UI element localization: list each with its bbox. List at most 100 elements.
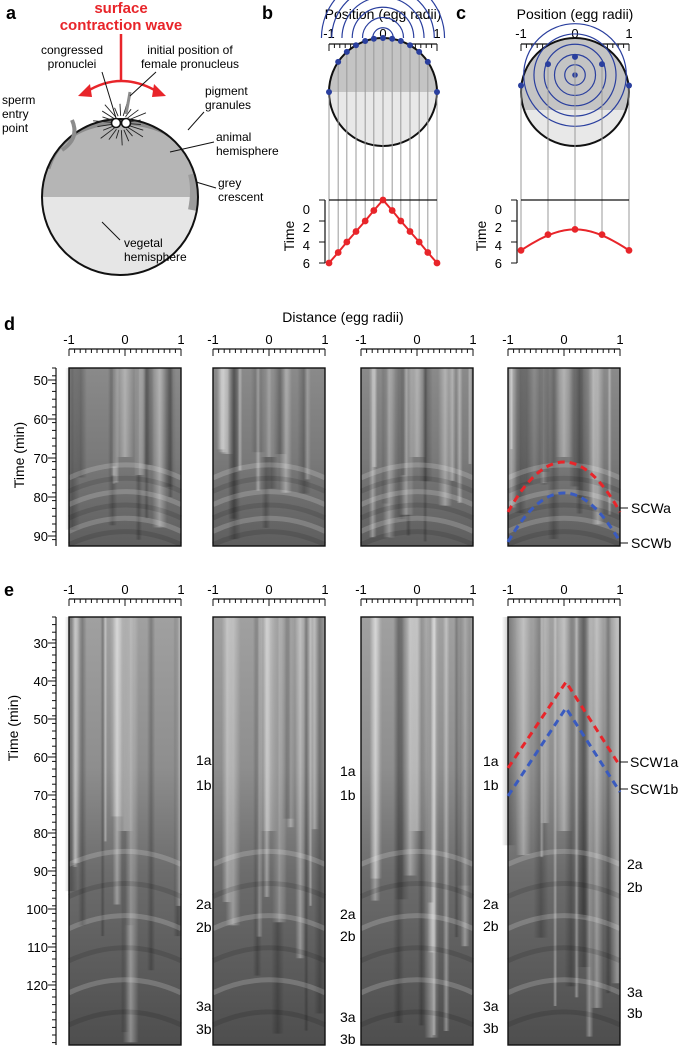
panel-b-ytick: 0 — [303, 202, 310, 217]
egg-surface-point — [353, 42, 359, 49]
leader-congressed — [101, 71, 117, 119]
kymograph-xtick: 1 — [321, 332, 328, 347]
label-congressed-2: pronuclei — [48, 57, 97, 71]
kymograph-frame — [360, 367, 474, 547]
kymograph-streak — [534, 368, 551, 473]
kymograph-wave-band — [359, 977, 475, 996]
kymograph-wave-band — [67, 881, 183, 899]
time-point — [379, 196, 387, 204]
e-col2-label: 3a — [340, 1009, 356, 1025]
aster-ray — [119, 103, 122, 116]
wave-arrow-left — [78, 84, 92, 97]
kymograph-wave-band — [506, 945, 622, 963]
panel-e-y-axis — [48, 616, 57, 1045]
grey-crescent-band — [188, 173, 198, 211]
kymograph-streak — [426, 617, 435, 903]
kymograph-streak — [308, 617, 313, 906]
label-congressed-1: congressed — [41, 43, 103, 57]
kymograph-wave-band — [211, 529, 327, 547]
kymograph-wave-band — [506, 529, 622, 547]
panel-e-ytick: 120 — [26, 978, 48, 993]
kymograph-wave-band — [67, 913, 183, 931]
egg-surface-point — [389, 35, 396, 42]
kymograph-streak — [109, 368, 119, 467]
panel-d: d Distance (egg radii) Time (min) -1 0 1 -1… — [4, 309, 672, 551]
aster-ray — [125, 108, 132, 118]
egg-surface-point — [416, 48, 423, 55]
panel-e-ytick: 100 — [26, 902, 48, 917]
panel-c-ytick: 6 — [495, 256, 502, 271]
kymograph-wave-band — [359, 502, 475, 521]
panel-b-plot — [319, 196, 441, 267]
kymograph-wave-band — [506, 1009, 622, 1028]
female-pronucleus-path — [124, 91, 132, 115]
kymograph-streak — [103, 617, 108, 842]
kymograph-x-axis: -1 0 1 — [502, 582, 624, 606]
kymograph-x-axis: -1 0 1 — [355, 582, 477, 606]
kymograph-wave-band — [211, 849, 327, 867]
leader-animal — [169, 141, 215, 153]
egg-surface-point — [397, 38, 404, 45]
kymograph — [501, 616, 624, 1046]
scw1a-trace — [506, 679, 622, 769]
kymograph-wave-band — [67, 462, 183, 481]
leader-grey — [195, 181, 217, 189]
panel-a-letter: a — [6, 3, 17, 23]
kymograph-streak — [64, 617, 78, 892]
leader-vegetal — [101, 221, 121, 241]
e-col2-label: 2b — [340, 928, 356, 944]
aster-ray — [129, 125, 144, 131]
kymograph-streak — [460, 617, 470, 947]
panel-c-ytick: 0 — [495, 202, 502, 217]
kymograph — [211, 367, 327, 547]
aster-ray — [102, 116, 113, 121]
egg-surface-point — [370, 35, 377, 42]
panel-a-title-line2: contraction wave — [60, 17, 183, 34]
time-point — [334, 249, 342, 256]
panel-b-ytick: 6 — [303, 256, 310, 271]
e-col1-label: 2b — [196, 919, 212, 935]
kymograph-xtick: -1 — [502, 332, 514, 347]
kymograph-streak — [539, 617, 550, 824]
panel-b: b Position (egg radii) -1 0 1 0 2 4 6 Ti… — [262, 0, 446, 271]
kymograph-frame — [68, 367, 182, 547]
panel-d-kymographs: -1 0 1 -1 0 1 -1 0 1 -1 0 1 — [63, 332, 624, 547]
panel-d-ytick: 60 — [34, 412, 48, 427]
panel-d-ylabel: Time (min) — [11, 422, 27, 488]
kymograph-streak — [604, 617, 612, 994]
e-col4-label: 2a — [627, 856, 643, 872]
panel-c: c Position (egg radii) -1 0 1 0 2 4 6 Ti… — [456, 3, 633, 271]
egg-surface-point — [335, 58, 342, 65]
aster-ray — [108, 128, 117, 140]
kymograph-wave-band — [211, 881, 327, 899]
panel-c-xtick: -1 — [515, 26, 527, 41]
egg-surface-point — [518, 82, 524, 89]
time-point — [352, 228, 360, 235]
panel-d-y-axis — [48, 367, 57, 546]
egg-surface-point — [572, 53, 578, 60]
e-col2-label: 1a — [340, 763, 356, 779]
kymograph-wave-band — [506, 475, 622, 494]
kymograph — [359, 367, 475, 547]
kymograph — [65, 367, 183, 547]
kymograph-streak — [146, 617, 156, 971]
kymograph-streak — [501, 617, 517, 846]
time-point — [625, 247, 633, 254]
time-point — [325, 259, 333, 267]
kymograph-wave-band — [211, 489, 327, 507]
panel-c-ytick: 4 — [495, 238, 502, 253]
panel-d-ytick: 90 — [34, 529, 48, 544]
kymograph-wave-band — [211, 462, 327, 481]
panel-e-ytick: 60 — [34, 750, 48, 765]
aster-ray — [115, 129, 120, 139]
projection-lines-c — [518, 53, 632, 251]
panel-a: a surface contraction wave congressed pr… — [2, 0, 279, 276]
kymograph-xtick: 0 — [560, 582, 567, 597]
panel-b-xtick: 1 — [433, 26, 440, 41]
kymograph-wave-band — [67, 515, 183, 534]
kymograph-streak — [78, 617, 87, 926]
time-point — [571, 226, 579, 233]
kymograph-streak — [297, 368, 311, 494]
label-vegetal-2: hemisphere — [124, 250, 187, 264]
kymograph-x-axis: -1 0 1 — [207, 332, 329, 356]
